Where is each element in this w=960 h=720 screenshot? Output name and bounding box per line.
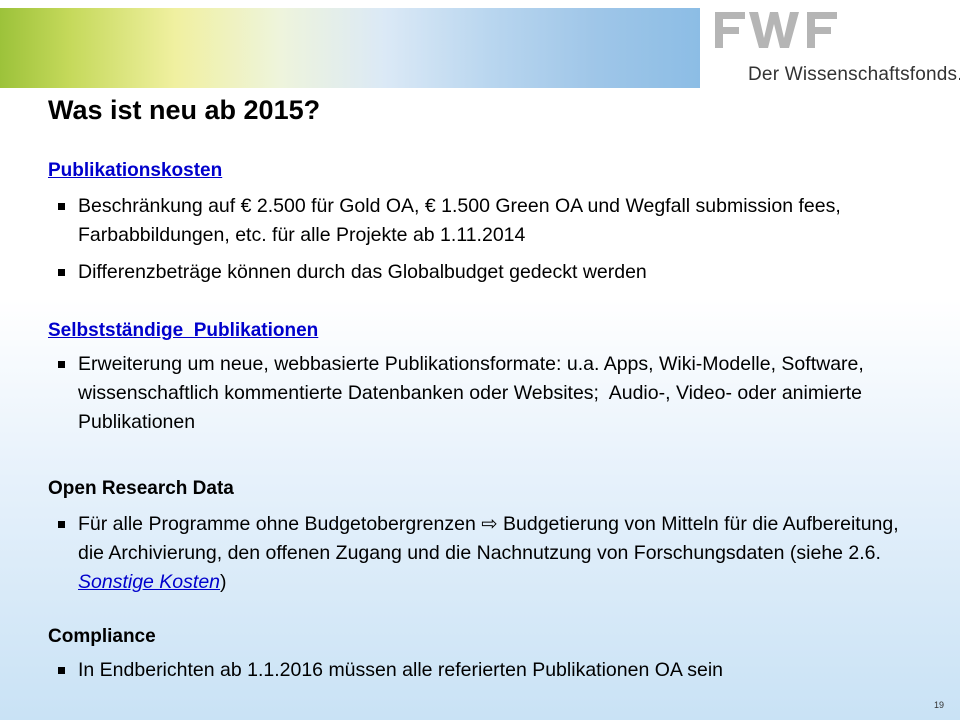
fwf-logo bbox=[715, 12, 837, 48]
sonstige-kosten-link[interactable]: Sonstige Kosten bbox=[78, 571, 221, 593]
bullet-item: Differenzbeträge können durch das Global… bbox=[48, 258, 928, 287]
logo-tagline: Der Wissenschaftsfonds. bbox=[748, 64, 960, 85]
bullet-square-icon bbox=[58, 361, 65, 368]
page-number: 19 bbox=[933, 700, 944, 710]
bullet-text-after-link: ) bbox=[220, 571, 227, 593]
open-research-data-heading: Open Research Data bbox=[48, 478, 234, 499]
header-gradient-bar bbox=[0, 8, 700, 88]
section-publikationskosten: Publikationskosten Beschränkung auf € 2.… bbox=[48, 160, 928, 287]
section-open-research-data: Open Research Data Für alle Programme oh… bbox=[48, 478, 928, 597]
compliance-heading: Compliance bbox=[48, 626, 156, 647]
selbststaendige-publikationen-link[interactable]: Selbstständige Publikationen bbox=[48, 320, 319, 341]
bullet-text-before-link: Für alle Programme ohne Budgetobergrenze… bbox=[78, 513, 899, 564]
bullet-item: Für alle Programme ohne Budgetobergrenze… bbox=[48, 510, 928, 597]
bullet-item: In Endberichten ab 1.1.2016 müssen alle … bbox=[48, 656, 928, 685]
bullet-square-icon bbox=[58, 269, 65, 276]
bullet-square-icon bbox=[58, 667, 65, 674]
bullet-text: Erweiterung um neue, webbasierte Publika… bbox=[78, 353, 870, 433]
publikationskosten-link[interactable]: Publikationskosten bbox=[48, 160, 223, 181]
bullet-text: In Endberichten ab 1.1.2016 müssen alle … bbox=[78, 659, 723, 681]
section-selbststaendige-publikationen: Selbstständige Publikationen Erweiterung… bbox=[48, 320, 928, 437]
slide-title: Was ist neu ab 2015? bbox=[48, 95, 321, 125]
bullet-text: Für alle Programme ohne Budgetobergrenze… bbox=[78, 513, 899, 593]
bullet-square-icon bbox=[58, 521, 65, 528]
section-compliance: Compliance In Endberichten ab 1.1.2016 m… bbox=[48, 626, 928, 685]
bullet-item: Erweiterung um neue, webbasierte Publika… bbox=[48, 350, 928, 437]
bullet-square-icon bbox=[58, 203, 65, 210]
bullet-item: Beschränkung auf € 2.500 für Gold OA, € … bbox=[48, 192, 928, 250]
bullet-text: Differenzbeträge können durch das Global… bbox=[78, 261, 647, 283]
bullet-text: Beschränkung auf € 2.500 für Gold OA, € … bbox=[78, 195, 841, 246]
